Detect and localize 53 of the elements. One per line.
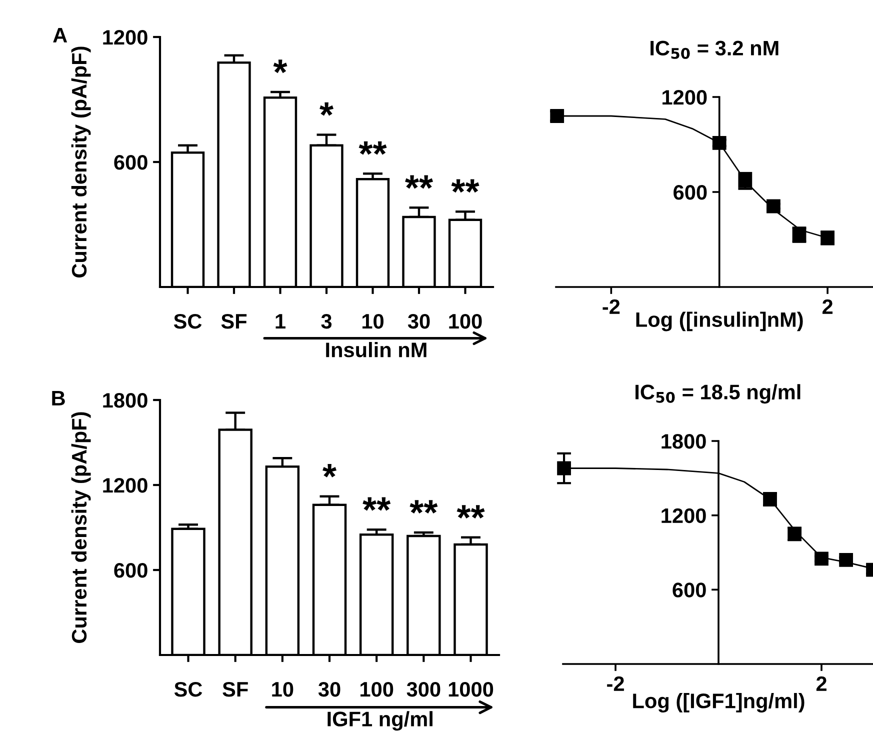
x-tick-label: 100 xyxy=(449,314,482,329)
x-tick-label: 2 xyxy=(816,676,826,691)
y-tick-label: 1200 xyxy=(662,508,706,524)
chart-title: IC$_{50}$ = 3.2 nM xyxy=(650,40,778,59)
text: B xyxy=(52,391,65,406)
x-tick-label: 10 xyxy=(362,314,384,329)
annotation: * xyxy=(320,102,334,116)
y-tick-label: 600 xyxy=(114,155,148,170)
x-tick-label: -2 xyxy=(607,676,624,691)
y-tick-label: 1200 xyxy=(103,30,148,45)
point xyxy=(814,552,828,566)
point xyxy=(766,199,780,214)
y-tick-label: 1200 xyxy=(662,90,707,105)
annotation: ** xyxy=(405,175,434,189)
point xyxy=(712,136,726,150)
x-axis-title: Insulin nM xyxy=(326,342,426,358)
annotation: ** xyxy=(451,179,480,193)
x-tick-label: 300 xyxy=(406,682,440,697)
y-tick-label: 600 xyxy=(672,582,706,598)
x-tick-label: 3 xyxy=(321,314,332,329)
chart-title: IC$_{50}$ = 18.5 ng/ml xyxy=(636,384,800,404)
text: A xyxy=(53,28,68,42)
annotation: * xyxy=(273,60,288,74)
x-tick-label: SC xyxy=(174,682,202,697)
y-tick-label: 600 xyxy=(114,563,148,578)
x-tick-label: SF xyxy=(222,682,248,697)
x-axis-title: IGF1 ng/ml xyxy=(328,711,432,731)
x-tick-label: 10 xyxy=(272,682,294,697)
point xyxy=(557,461,571,476)
y-tick-label: 1800 xyxy=(662,434,706,449)
point xyxy=(550,109,564,123)
x-tick-label: 100 xyxy=(360,682,394,697)
annotation: ** xyxy=(410,500,438,514)
x-tick-label: 2 xyxy=(822,299,833,314)
annotation: ** xyxy=(362,497,391,511)
y-tick-label: 1800 xyxy=(103,393,148,408)
x-tick-label: 1000 xyxy=(448,682,494,697)
annotation: * xyxy=(322,464,336,478)
x-tick-label: SF xyxy=(221,314,247,329)
x-tick-label: 30 xyxy=(318,682,340,697)
x-tick-label: -2 xyxy=(602,299,620,314)
y-axis-title: Current density (pA/pF) xyxy=(71,412,91,643)
x-tick-label: 1 xyxy=(276,314,286,328)
x-axis-title: Log ([insulin]nM) xyxy=(636,312,803,332)
annotation: ** xyxy=(456,505,485,519)
point xyxy=(839,552,854,567)
annotation: ** xyxy=(358,141,387,155)
y-axis-title: Current density (pA/pF) xyxy=(71,46,91,278)
x-tick-label: SC xyxy=(174,314,202,329)
y-tick-label: 1200 xyxy=(103,478,148,493)
x-axis-title: Log ([IGF1]ng/ml) xyxy=(633,692,804,712)
x-tick-label: 30 xyxy=(408,314,430,329)
y-tick-label: 600 xyxy=(674,185,707,200)
